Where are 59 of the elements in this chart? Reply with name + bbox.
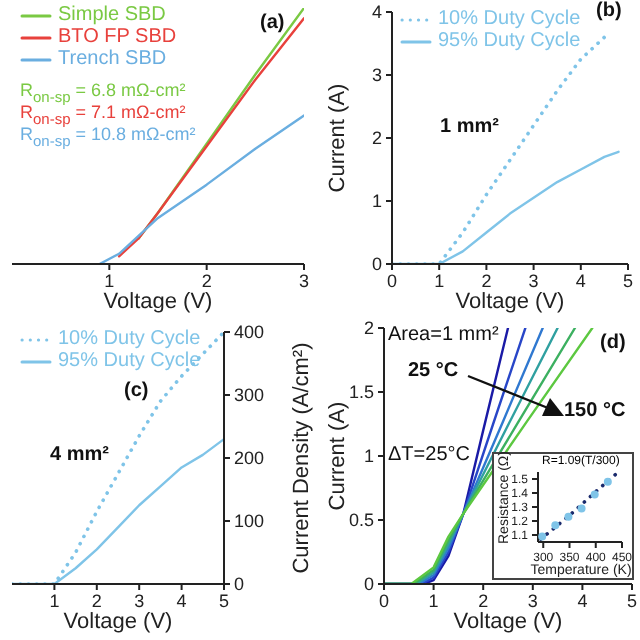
x-tick-label: 0 xyxy=(386,270,398,291)
x-axis-title: Voltage (V) xyxy=(61,608,175,636)
y2-tick-label: 400 xyxy=(234,322,265,343)
y2-axis-title: Current Density (A/cm²) xyxy=(288,340,316,578)
y-tick-label: 0.5 xyxy=(348,510,374,531)
y-tick-label: 1 xyxy=(363,446,374,467)
x-tick-label: 1 xyxy=(104,270,115,291)
x-tick-label: 4 xyxy=(577,590,588,611)
y-axis-title: Current (A) xyxy=(324,399,352,513)
y2-tick-label: 100 xyxy=(234,511,265,532)
annotation: 150 °C xyxy=(564,400,626,422)
x-tick-label: 4 xyxy=(575,270,586,291)
x-axis-title: Voltage (V) xyxy=(101,288,215,316)
legend-label: 10% Duty Cycle xyxy=(436,8,581,30)
x-tick-label: 2 xyxy=(481,270,492,291)
x-tick-label: 1 xyxy=(49,590,60,611)
x-tick-label: 2 xyxy=(478,590,489,611)
legend-label: Trench SBD xyxy=(56,48,169,70)
x-tick-label: 3 xyxy=(298,270,310,291)
legend-label: 95% Duty Cycle xyxy=(56,350,201,372)
y-tick-label: 0 xyxy=(363,574,374,595)
annotation: (d) xyxy=(600,332,626,354)
x-tick-label: 2 xyxy=(91,590,102,611)
annotation: Area=1 mm² xyxy=(388,324,499,346)
annotation: 1 mm² xyxy=(440,116,499,138)
x-tick-label: 1 xyxy=(428,590,439,611)
x-tick-label: 2 xyxy=(201,270,212,291)
y2-tick-label: 300 xyxy=(234,385,265,406)
x-axis-title: Voltage (V) xyxy=(451,608,565,636)
y-tick-label: 1 xyxy=(371,191,382,212)
y-tick-label: 2 xyxy=(371,128,382,149)
annotation: 4 mm² xyxy=(50,444,109,466)
y-tick-label: 3 xyxy=(371,65,382,86)
legend-label: 10% Duty Cycle xyxy=(56,328,201,350)
legend-label: 95% Duty Cycle xyxy=(436,30,581,52)
y-axis-title: Current (A) xyxy=(324,81,352,197)
y-tick-label: 0 xyxy=(371,254,382,275)
y-tick-label: 2 xyxy=(363,318,374,339)
y-tick-label: 4 xyxy=(371,2,382,23)
x-tick-label: 5 xyxy=(626,590,638,611)
annotation: (b) xyxy=(596,0,622,22)
y2-tick-label: 0 xyxy=(234,574,245,595)
annotation: R$_{on-sp}$ = 10.8 mΩ-cm² xyxy=(20,124,196,152)
legend-label: Simple SBD xyxy=(56,4,168,26)
annotation: (c) xyxy=(124,380,149,402)
annotation: R$_{on-sp}$ = 7.1 mΩ-cm² xyxy=(20,102,186,128)
legend-label: BTO FP SBD xyxy=(56,26,177,48)
x-tick-label: 5 xyxy=(218,590,230,611)
x-tick-label: 5 xyxy=(622,270,634,291)
y2-tick-label: 200 xyxy=(234,448,265,469)
annotation: ΔT=25°C xyxy=(388,444,470,466)
y-tick-label: 1.5 xyxy=(348,382,374,403)
x-tick-label: 3 xyxy=(134,590,145,611)
annotation: R$_{on-sp}$ = 6.8 mΩ-cm² xyxy=(20,80,186,106)
x-tick-label: 1 xyxy=(434,270,445,291)
x-tick-label: 4 xyxy=(176,590,187,611)
x-axis-title: Voltage (V) xyxy=(453,288,567,316)
annotation: (a) xyxy=(260,12,285,34)
annotation: 25 °C xyxy=(408,360,459,382)
